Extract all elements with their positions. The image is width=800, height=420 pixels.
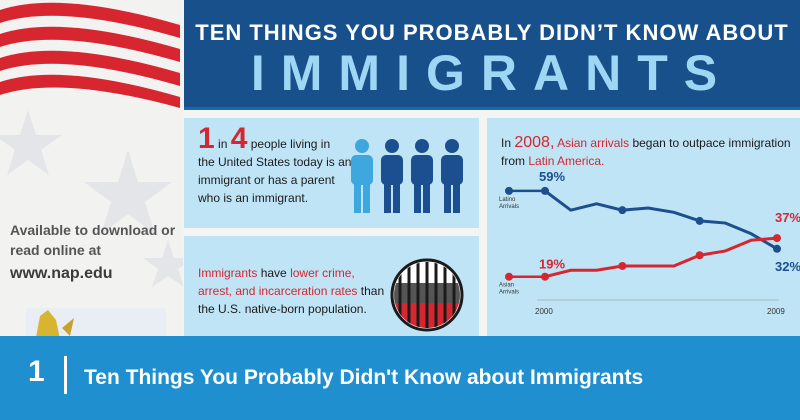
article-title[interactable]: Ten Things You Probably Didn't Know abou… [84, 366, 644, 389]
data-point [695, 216, 704, 225]
data-point [695, 251, 704, 260]
nap-url-link[interactable]: www.nap.edu [10, 265, 113, 282]
crime-text: Immigrants have lower crime, arrest, and… [198, 266, 385, 316]
chart-headline: In 2008, Asian arrivals began to outpace… [501, 134, 791, 168]
item-number: 1 [28, 355, 45, 388]
star-icon [0, 110, 62, 175]
series-name-label: Arrivals [499, 290, 519, 296]
series-name-label: Latino [499, 197, 516, 203]
title-banner [0, 336, 800, 420]
infographic-header: TEN THINGS YOU PROBABLY DIDN’T KNOW ABOU… [184, 0, 800, 110]
jail-bars-icon [390, 258, 464, 332]
data-label-latino-end: 32% [775, 259, 800, 274]
header-title: IMMIGRANTS [250, 45, 734, 101]
stat-number-4: 4 [230, 122, 248, 155]
x-tick-label: 2000 [535, 307, 553, 316]
series-name-label: Arrivals [499, 204, 519, 210]
flag-illustration [0, 2, 183, 287]
person-icon [441, 139, 463, 213]
series-name-label: Asian [499, 283, 514, 289]
stat-body: the United States today is an immigrant … [198, 155, 352, 205]
person-highlight-icon [351, 139, 373, 213]
people-icons [351, 139, 463, 213]
star-icon [143, 240, 183, 287]
data-label-latino-start: 59% [539, 169, 565, 184]
person-icon [411, 139, 433, 213]
star-icon [84, 150, 172, 234]
data-label-asian-start: 19% [539, 257, 565, 272]
data-point [541, 272, 549, 281]
stat-text: 1 in 4 people living in the United State… [198, 124, 358, 207]
header-subtitle: TEN THINGS YOU PROBABLY DIDN’T KNOW ABOU… [195, 20, 789, 45]
data-point [773, 244, 781, 253]
data-point [541, 186, 549, 195]
crime-panel: Immigrants have lower crime, arrest, and… [184, 236, 479, 336]
legend-marker [505, 272, 513, 281]
series-line-latino [544, 189, 778, 251]
data-point [618, 206, 627, 215]
legend-marker [505, 186, 513, 195]
stat-number-1: 1 [198, 122, 215, 155]
x-tick-label: 2009 [767, 307, 785, 316]
stat-panel: 1 in 4 people living in the United State… [184, 118, 479, 228]
series-line-asian [544, 236, 778, 279]
chart-panel: In 2008, Asian arrivals began to outpace… [487, 118, 800, 336]
download-note: Available to download or read online at [10, 222, 176, 258]
data-point [618, 261, 627, 270]
person-icon [381, 139, 403, 213]
banner-divider [64, 356, 67, 394]
data-point [773, 234, 781, 243]
arrivals-line-chart: LatinoArrivalsAsianArrivals59%19%37%32%2… [499, 169, 800, 316]
data-label-asian-end: 37% [775, 210, 800, 225]
